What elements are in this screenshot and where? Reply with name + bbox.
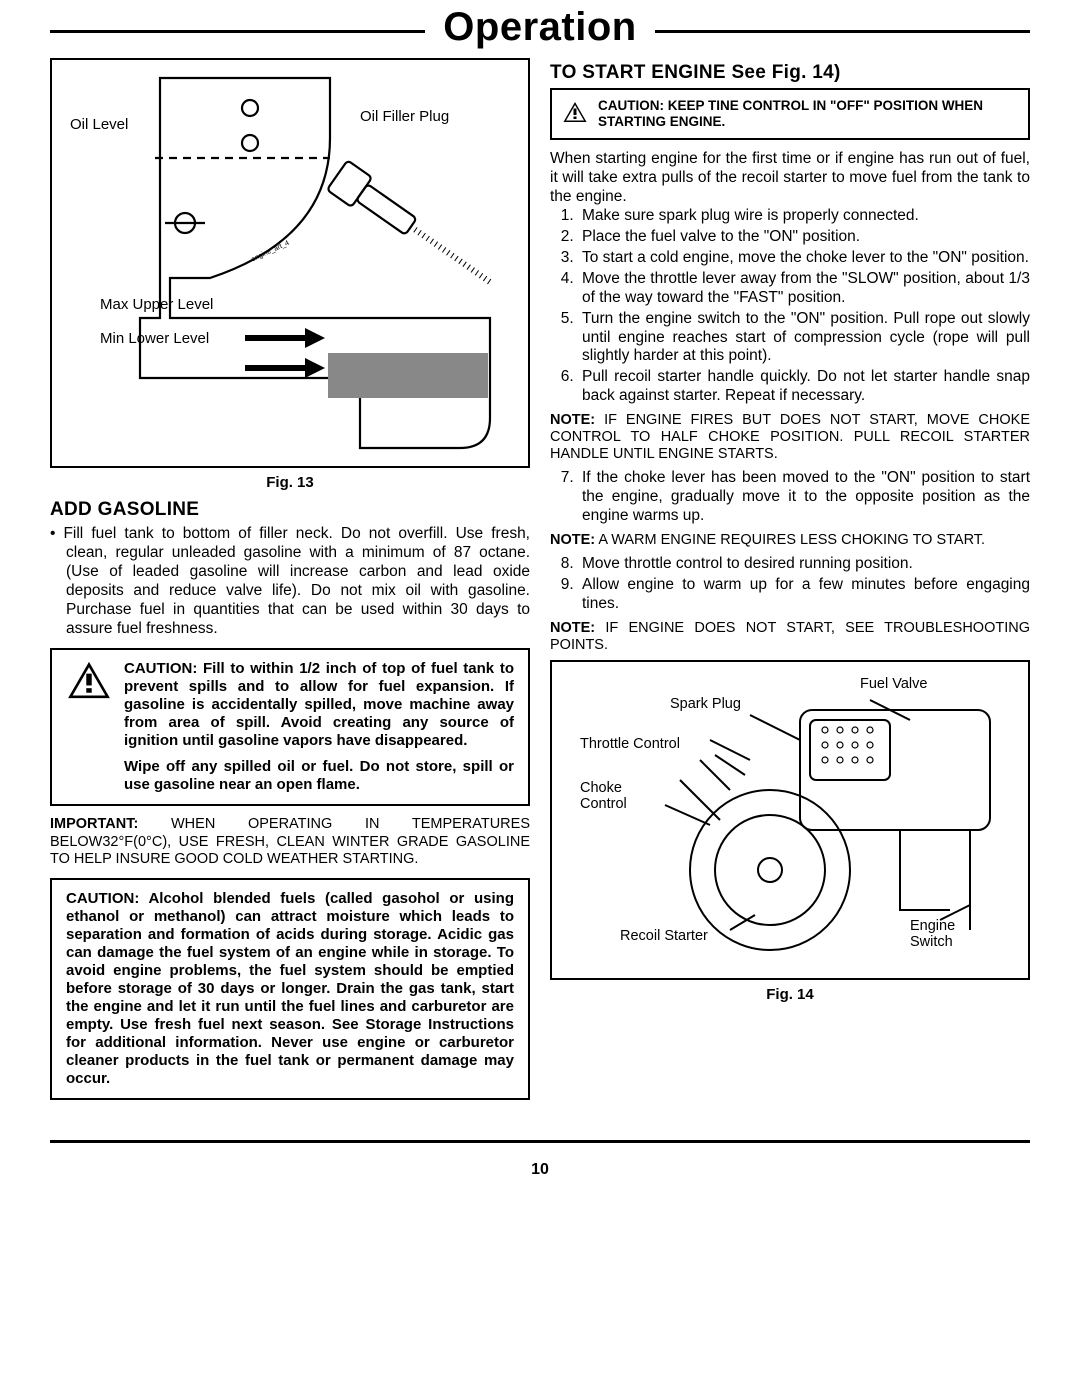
figure-13: Oil Level Oil Filler Plug Max Upper Leve… (60, 68, 520, 458)
label-fuel-valve: Fuel Valve (860, 676, 927, 692)
warning-icon (562, 101, 588, 128)
step-8: Move throttle control to desired running… (578, 555, 1030, 574)
step-1: Make sure spark plug wire is properly co… (578, 207, 1030, 226)
label-min-lower: Min Lower Level (100, 330, 209, 347)
caution-small-text: CAUTION: KEEP TINE CONTROL IN "OFF" POSI… (598, 98, 1018, 130)
note-1-text: NOTE: IF ENGINE FIRES BUT DOES NOT START… (550, 412, 1030, 462)
label-oil-level: Oil Level (70, 116, 128, 133)
step-5: Turn the engine switch to the "ON" posit… (578, 310, 1030, 367)
step-7: If the choke lever has been moved to the… (578, 469, 1030, 526)
step-9: Allow engine to warm up for a few minute… (578, 576, 1030, 614)
figure-13-svg (60, 68, 520, 458)
label-spark-plug: Spark Plug (670, 696, 741, 712)
page-number: 10 (50, 1161, 1030, 1179)
figure-14-box: Fuel Valve Spark Plug Throttle Control C… (550, 660, 1030, 980)
heading-add-gasoline: ADD GASOLINE (50, 499, 530, 521)
step-3: To start a cold engine, move the choke l… (578, 249, 1030, 268)
caution-1-p2: Wipe off any spilled oil or fuel. Do not… (124, 758, 514, 794)
label-throttle: Throttle Control (580, 736, 680, 752)
caution-small-box: CAUTION: KEEP TINE CONTROL IN "OFF" POSI… (550, 88, 1030, 140)
step-4: Move the throttle lever away from the "S… (578, 270, 1030, 308)
figure-13-caption: Fig. 13 (50, 474, 530, 491)
caution-box-1: CAUTION: Fill to within 1/2 inch of top … (50, 648, 530, 806)
label-recoil: Recoil Starter (620, 928, 708, 944)
start-steps-c: Move throttle control to desired running… (550, 555, 1030, 614)
page-title: Operation (425, 5, 654, 50)
warning-icon (66, 660, 112, 705)
note-2: NOTE: A WARM ENGINE REQUIRES LESS CHOKIN… (550, 532, 1030, 549)
label-oil-filler-plug: Oil Filler Plug (360, 108, 449, 125)
figure-14-caption: Fig. 14 (550, 986, 1030, 1003)
add-gasoline-list: Fill fuel tank to bottom of filler neck.… (50, 525, 530, 638)
note-3: NOTE: IF ENGINE DOES NOT START, SEE TROU… (550, 620, 1030, 654)
label-choke: Choke Control (580, 780, 640, 812)
caution-1-p1: CAUTION: Fill to within 1/2 inch of top … (124, 660, 514, 750)
two-column-layout: Oil Level Oil Filler Plug Max Upper Leve… (50, 58, 1030, 1143)
start-steps-a: Make sure spark plug wire is properly co… (550, 207, 1030, 406)
label-switch: Engine Switch (910, 918, 970, 950)
left-column: Oil Level Oil Filler Plug Max Upper Leve… (50, 58, 530, 1110)
figure-14: Fuel Valve Spark Plug Throttle Control C… (560, 670, 1020, 970)
label-max-upper: Max Upper Level (100, 296, 213, 313)
add-gasoline-bullet: Fill fuel tank to bottom of filler neck.… (66, 525, 530, 638)
page-frame: Operation (50, 30, 1030, 1179)
heading-start-engine: TO START ENGINE See Fig. 14) (550, 62, 1030, 84)
caution-1-text: CAUTION: Fill to within 1/2 inch of top … (124, 660, 514, 794)
step-6: Pull recoil starter handle quickly. Do n… (578, 368, 1030, 406)
figure-13-box: Oil Level Oil Filler Plug Max Upper Leve… (50, 58, 530, 468)
start-steps-b: If the choke lever has been moved to the… (550, 469, 1030, 526)
note-3-text: NOTE: IF ENGINE DOES NOT START, SEE TROU… (550, 620, 1030, 653)
important-note: IMPORTANT: WHEN OPERATING IN TEMPERATURE… (50, 816, 530, 867)
right-column: TO START ENGINE See Fig. 14) CAUTION: KE… (550, 58, 1030, 1110)
step-2: Place the fuel valve to the "ON" positio… (578, 228, 1030, 247)
important-note-text: IMPORTANT: WHEN OPERATING IN TEMPERATURE… (50, 816, 530, 866)
start-intro: When starting engine for the first time … (550, 150, 1030, 207)
caution-box-2: CAUTION: Alcohol blended fuels (called g… (50, 878, 530, 1100)
note-1: NOTE: IF ENGINE FIRES BUT DOES NOT START… (550, 412, 1030, 463)
title-row: Operation (50, 5, 1030, 50)
caution-2-text: CAUTION: Alcohol blended fuels (called g… (66, 890, 514, 1088)
note-2-text: NOTE: A WARM ENGINE REQUIRES LESS CHOKIN… (550, 532, 985, 548)
